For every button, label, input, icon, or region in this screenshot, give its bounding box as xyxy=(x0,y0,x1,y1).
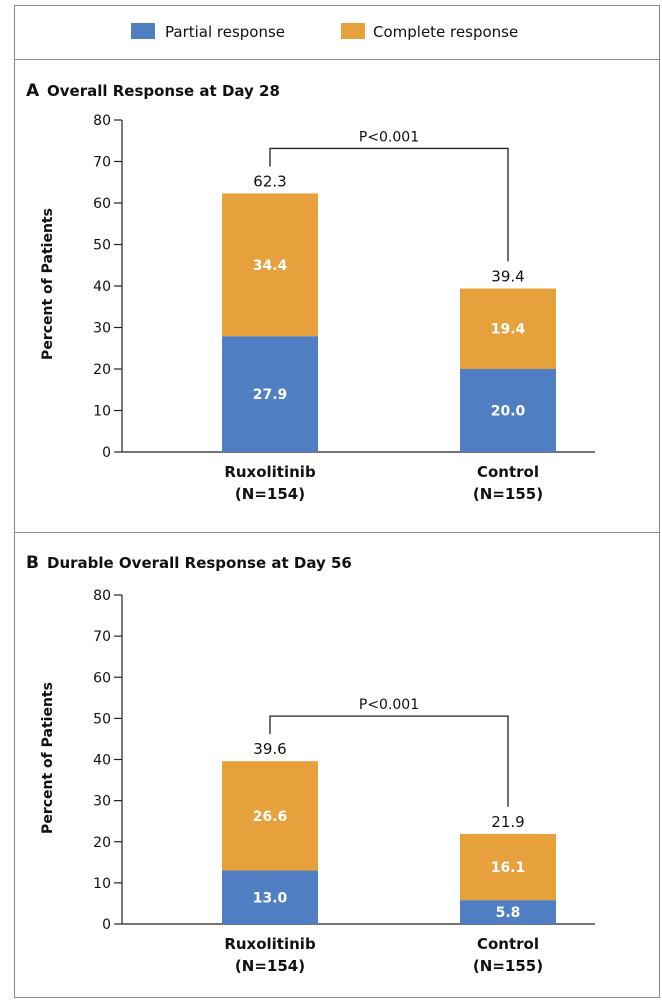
panel-letter: B xyxy=(26,553,39,573)
p-value-label: P<0.001 xyxy=(359,129,419,145)
y-tick-label: 60 xyxy=(93,670,111,686)
total-value-label: 39.6 xyxy=(253,740,286,758)
significance-bracket xyxy=(269,147,509,262)
bar-complete-control xyxy=(460,288,556,369)
total-value-label: 62.3 xyxy=(253,172,286,190)
y-tick-label: 40 xyxy=(93,753,111,769)
segment-value-label: 26.6 xyxy=(253,809,288,825)
panel-title: Overall Response at Day 28 xyxy=(47,82,280,100)
y-tick-label: 70 xyxy=(93,155,111,171)
segment-value-label: 16.1 xyxy=(491,860,526,876)
category-label: Ruxolitinib (N=154) xyxy=(224,463,316,503)
panel-title: Durable Overall Response at Day 56 xyxy=(47,554,352,572)
y-tick-label: 20 xyxy=(93,362,111,378)
p-value-label: P<0.001 xyxy=(359,697,419,713)
y-tick-label: 60 xyxy=(93,196,111,212)
panel-b: B Durable Overall Response at Day 56 0 10 20… xyxy=(26,553,595,975)
segment-value-label: 13.0 xyxy=(253,890,288,906)
y-tick-label: 10 xyxy=(93,404,111,420)
segment-value-label: 19.4 xyxy=(491,322,526,338)
legend-label-partial: Partial response xyxy=(165,23,285,41)
bar-complete-control xyxy=(460,833,556,901)
category-label: Ruxolitinib (N=154) xyxy=(224,935,316,975)
segment-value-label: 20.0 xyxy=(491,404,526,420)
y-tick-label: 20 xyxy=(93,835,111,851)
y-tick-label: 50 xyxy=(93,238,111,254)
segment-value-label: 27.9 xyxy=(253,387,288,403)
category-label-line: (N=155) xyxy=(473,957,543,975)
y-tick-label: 0 xyxy=(102,917,111,933)
total-value-label: 39.4 xyxy=(491,267,524,285)
y-tick-label: 10 xyxy=(93,876,111,892)
y-tick-label: 80 xyxy=(93,588,111,604)
category-label-line: Control xyxy=(477,463,539,481)
segment-value-label: 34.4 xyxy=(253,258,288,274)
bar-partial-control xyxy=(460,900,556,924)
y-tick-label: 30 xyxy=(93,794,111,810)
category-label-line: (N=155) xyxy=(473,485,543,503)
category-label-line: (N=154) xyxy=(235,485,305,503)
legend-swatch-complete xyxy=(341,23,365,39)
bar-partial-ruxolitinib xyxy=(222,870,318,924)
bar-complete-ruxolitinib xyxy=(222,193,318,337)
significance-bracket xyxy=(269,715,509,807)
figure-frame xyxy=(14,5,660,998)
category-label: Control (N=155) xyxy=(473,935,543,975)
y-tick-label: 70 xyxy=(93,629,111,645)
y-axis-label: Percent of Patients xyxy=(40,208,56,360)
y-tick-label: 50 xyxy=(93,711,111,727)
category-label-line: Ruxolitinib xyxy=(224,463,316,481)
category-label-line: Ruxolitinib xyxy=(224,935,316,953)
total-value-label: 21.9 xyxy=(491,813,524,831)
panel-letter: A xyxy=(26,81,40,101)
bar-partial-control xyxy=(460,369,556,452)
bar-partial-ruxolitinib xyxy=(222,336,318,452)
category-label: Control (N=155) xyxy=(473,463,543,503)
y-tick-label: 80 xyxy=(93,113,111,129)
legend: Partial response Complete response xyxy=(131,23,518,41)
legend-swatch-partial xyxy=(131,23,155,39)
bar-complete-ruxolitinib xyxy=(222,761,318,871)
y-tick-label: 0 xyxy=(102,445,111,461)
category-label-line: (N=154) xyxy=(235,957,305,975)
category-label-line: Control xyxy=(477,935,539,953)
y-tick-label: 40 xyxy=(93,279,111,295)
legend-label-complete: Complete response xyxy=(373,23,518,41)
y-axis-label: Percent of Patients xyxy=(40,682,56,834)
y-tick-label: 30 xyxy=(93,321,111,337)
panel-a: A Overall Response at Day 28 0 10 20 30 40 50 60… xyxy=(26,81,595,503)
segment-value-label: 5.8 xyxy=(496,905,521,921)
